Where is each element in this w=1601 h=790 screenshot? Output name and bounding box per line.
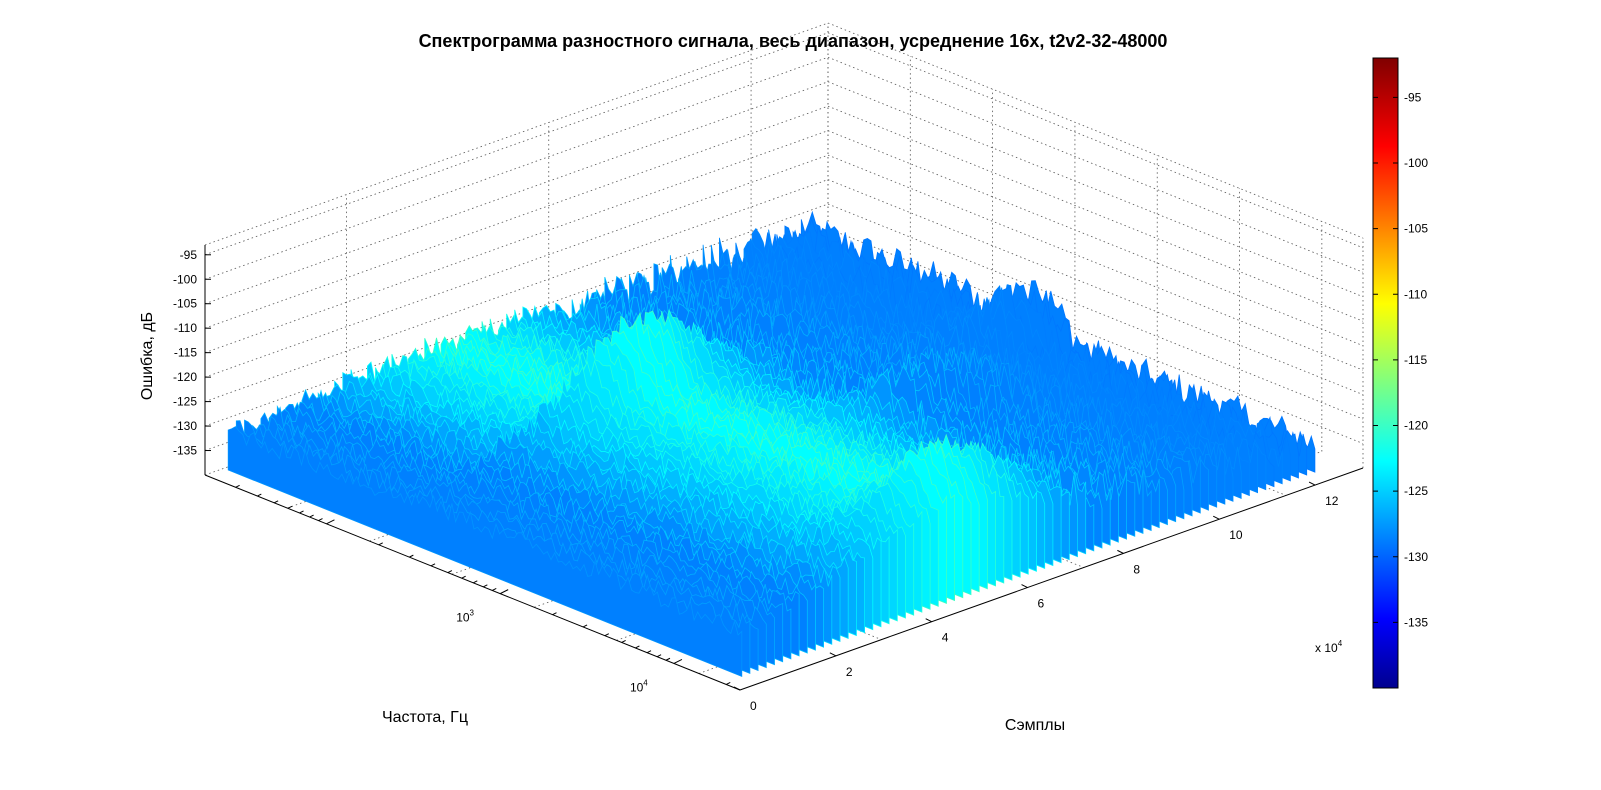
grid-line [827, 105, 1364, 322]
z-tick-label: -110 [174, 321, 197, 335]
y-tick-mark [318, 518, 323, 522]
y-tick-mark [492, 587, 497, 591]
x-tick-mark [1117, 549, 1124, 554]
grid-line [827, 179, 1364, 395]
z-axis-label: Ошибка, дБ [139, 312, 156, 400]
y-tick-mark [287, 505, 293, 509]
y-tick-mark [257, 493, 262, 497]
x-tick-label: 12 [1325, 494, 1339, 508]
x-tick-mark [925, 618, 932, 623]
colorbar-tick-label: -125 [1404, 484, 1428, 498]
x-tick-mark [1213, 515, 1220, 520]
y-tick-mark [473, 580, 478, 584]
colorbar-tick-label: -130 [1404, 550, 1428, 564]
y-axis-label: Частота, Гц [382, 709, 468, 726]
y-axis-line [204, 474, 741, 691]
z-tick-label: -135 [173, 444, 197, 458]
x-exponent-label: x 104 [1315, 639, 1343, 655]
z-tick-label: -115 [174, 346, 197, 360]
x-tick-mark [1308, 481, 1316, 486]
y-tick-mark [378, 542, 383, 546]
z-axis-ticks: -135 -130 -125 -120 -115 -110 -105 -100 -95 [173, 248, 211, 458]
colorbar-gradient [1372, 57, 1399, 689]
y-tick-mark [552, 612, 557, 616]
z-tick-label: -125 [173, 395, 197, 409]
x-tick-mark [829, 652, 837, 657]
colorbar: -95 -100 -105 -110 -115 -120 -125 -130 -135 [1372, 57, 1428, 689]
y-tick-mark [673, 659, 683, 664]
y-tick-mark [430, 563, 436, 567]
colorbar-tick-label: -100 [1404, 156, 1428, 170]
y-tick-mark [726, 682, 731, 685]
grid-line [204, 32, 829, 256]
y-tick-mark [646, 650, 652, 654]
grid-line [827, 154, 1364, 371]
x-tick-label: 0 [750, 699, 757, 713]
x-tick-label: 10 [1229, 528, 1243, 542]
grid-line [827, 81, 1364, 298]
surface-slice [227, 426, 743, 677]
x-tick-label: 6 [1038, 597, 1045, 611]
y-axis-ticks: 103 104 [235, 484, 731, 694]
x-axis-ticks: 0 2 4 6 8 10 12 [733, 481, 1339, 713]
colorbar-tick-label: -110 [1404, 287, 1427, 301]
x-tick-label: 4 [942, 631, 949, 645]
z-tick-label: -100 [173, 272, 197, 286]
grid-line [827, 32, 1364, 249]
grid-line [204, 56, 829, 280]
grid-line [827, 22, 1364, 239]
y-tick-label: 104 [630, 678, 648, 694]
y-tick-mark [635, 645, 640, 649]
y-tick-mark [273, 500, 279, 504]
y-tick-mark [409, 554, 414, 558]
y-tick-mark [582, 624, 588, 628]
colorbar-tick-label: -120 [1404, 419, 1428, 433]
x-tick-label: 2 [846, 665, 853, 679]
axis-lines [204, 245, 1364, 691]
y-tick-mark [665, 657, 671, 661]
grid-line [827, 203, 1364, 420]
x-tick-mark [733, 686, 741, 691]
grid-line [827, 130, 1364, 347]
surface-plot [227, 210, 1316, 677]
z-tick-label: -95 [180, 248, 198, 262]
y-tick-mark [483, 584, 488, 588]
z-tick-label: -120 [173, 370, 197, 384]
x-axis-line [739, 467, 1364, 691]
colorbar-tick-label: -115 [1404, 353, 1427, 367]
x-tick-label: 8 [1133, 562, 1140, 576]
x-axis-label: Сэмплы [1005, 717, 1065, 734]
y-tick-mark [621, 639, 626, 643]
y-tick-mark [604, 633, 610, 637]
colorbar-tick-label: -135 [1404, 615, 1428, 629]
y-tick-mark [656, 654, 662, 658]
y-tick-mark [299, 510, 304, 514]
grid-line [827, 56, 1364, 273]
chart-title: Спектрограмма разностного сигнала, весь … [419, 31, 1168, 51]
y-tick-mark [499, 589, 509, 595]
y-tick-mark [309, 514, 314, 518]
grid-line [827, 228, 1364, 444]
y-tick-mark [326, 519, 335, 525]
colorbar-ticks: -95 -100 -105 -110 -115 -120 -125 -130 -135 [1373, 90, 1428, 629]
y-tick-mark [447, 570, 453, 574]
z-tick-label: -105 [173, 297, 197, 311]
y-tick-mark [461, 575, 466, 579]
colorbar-tick-label: -95 [1404, 90, 1422, 104]
y-tick-mark [235, 484, 240, 488]
z-tick-label: -130 [173, 419, 197, 433]
x-tick-mark [1021, 584, 1028, 588]
grid-line [204, 22, 829, 246]
colorbar-tick-label: -105 [1404, 222, 1428, 236]
y-tick-label: 103 [456, 609, 474, 625]
